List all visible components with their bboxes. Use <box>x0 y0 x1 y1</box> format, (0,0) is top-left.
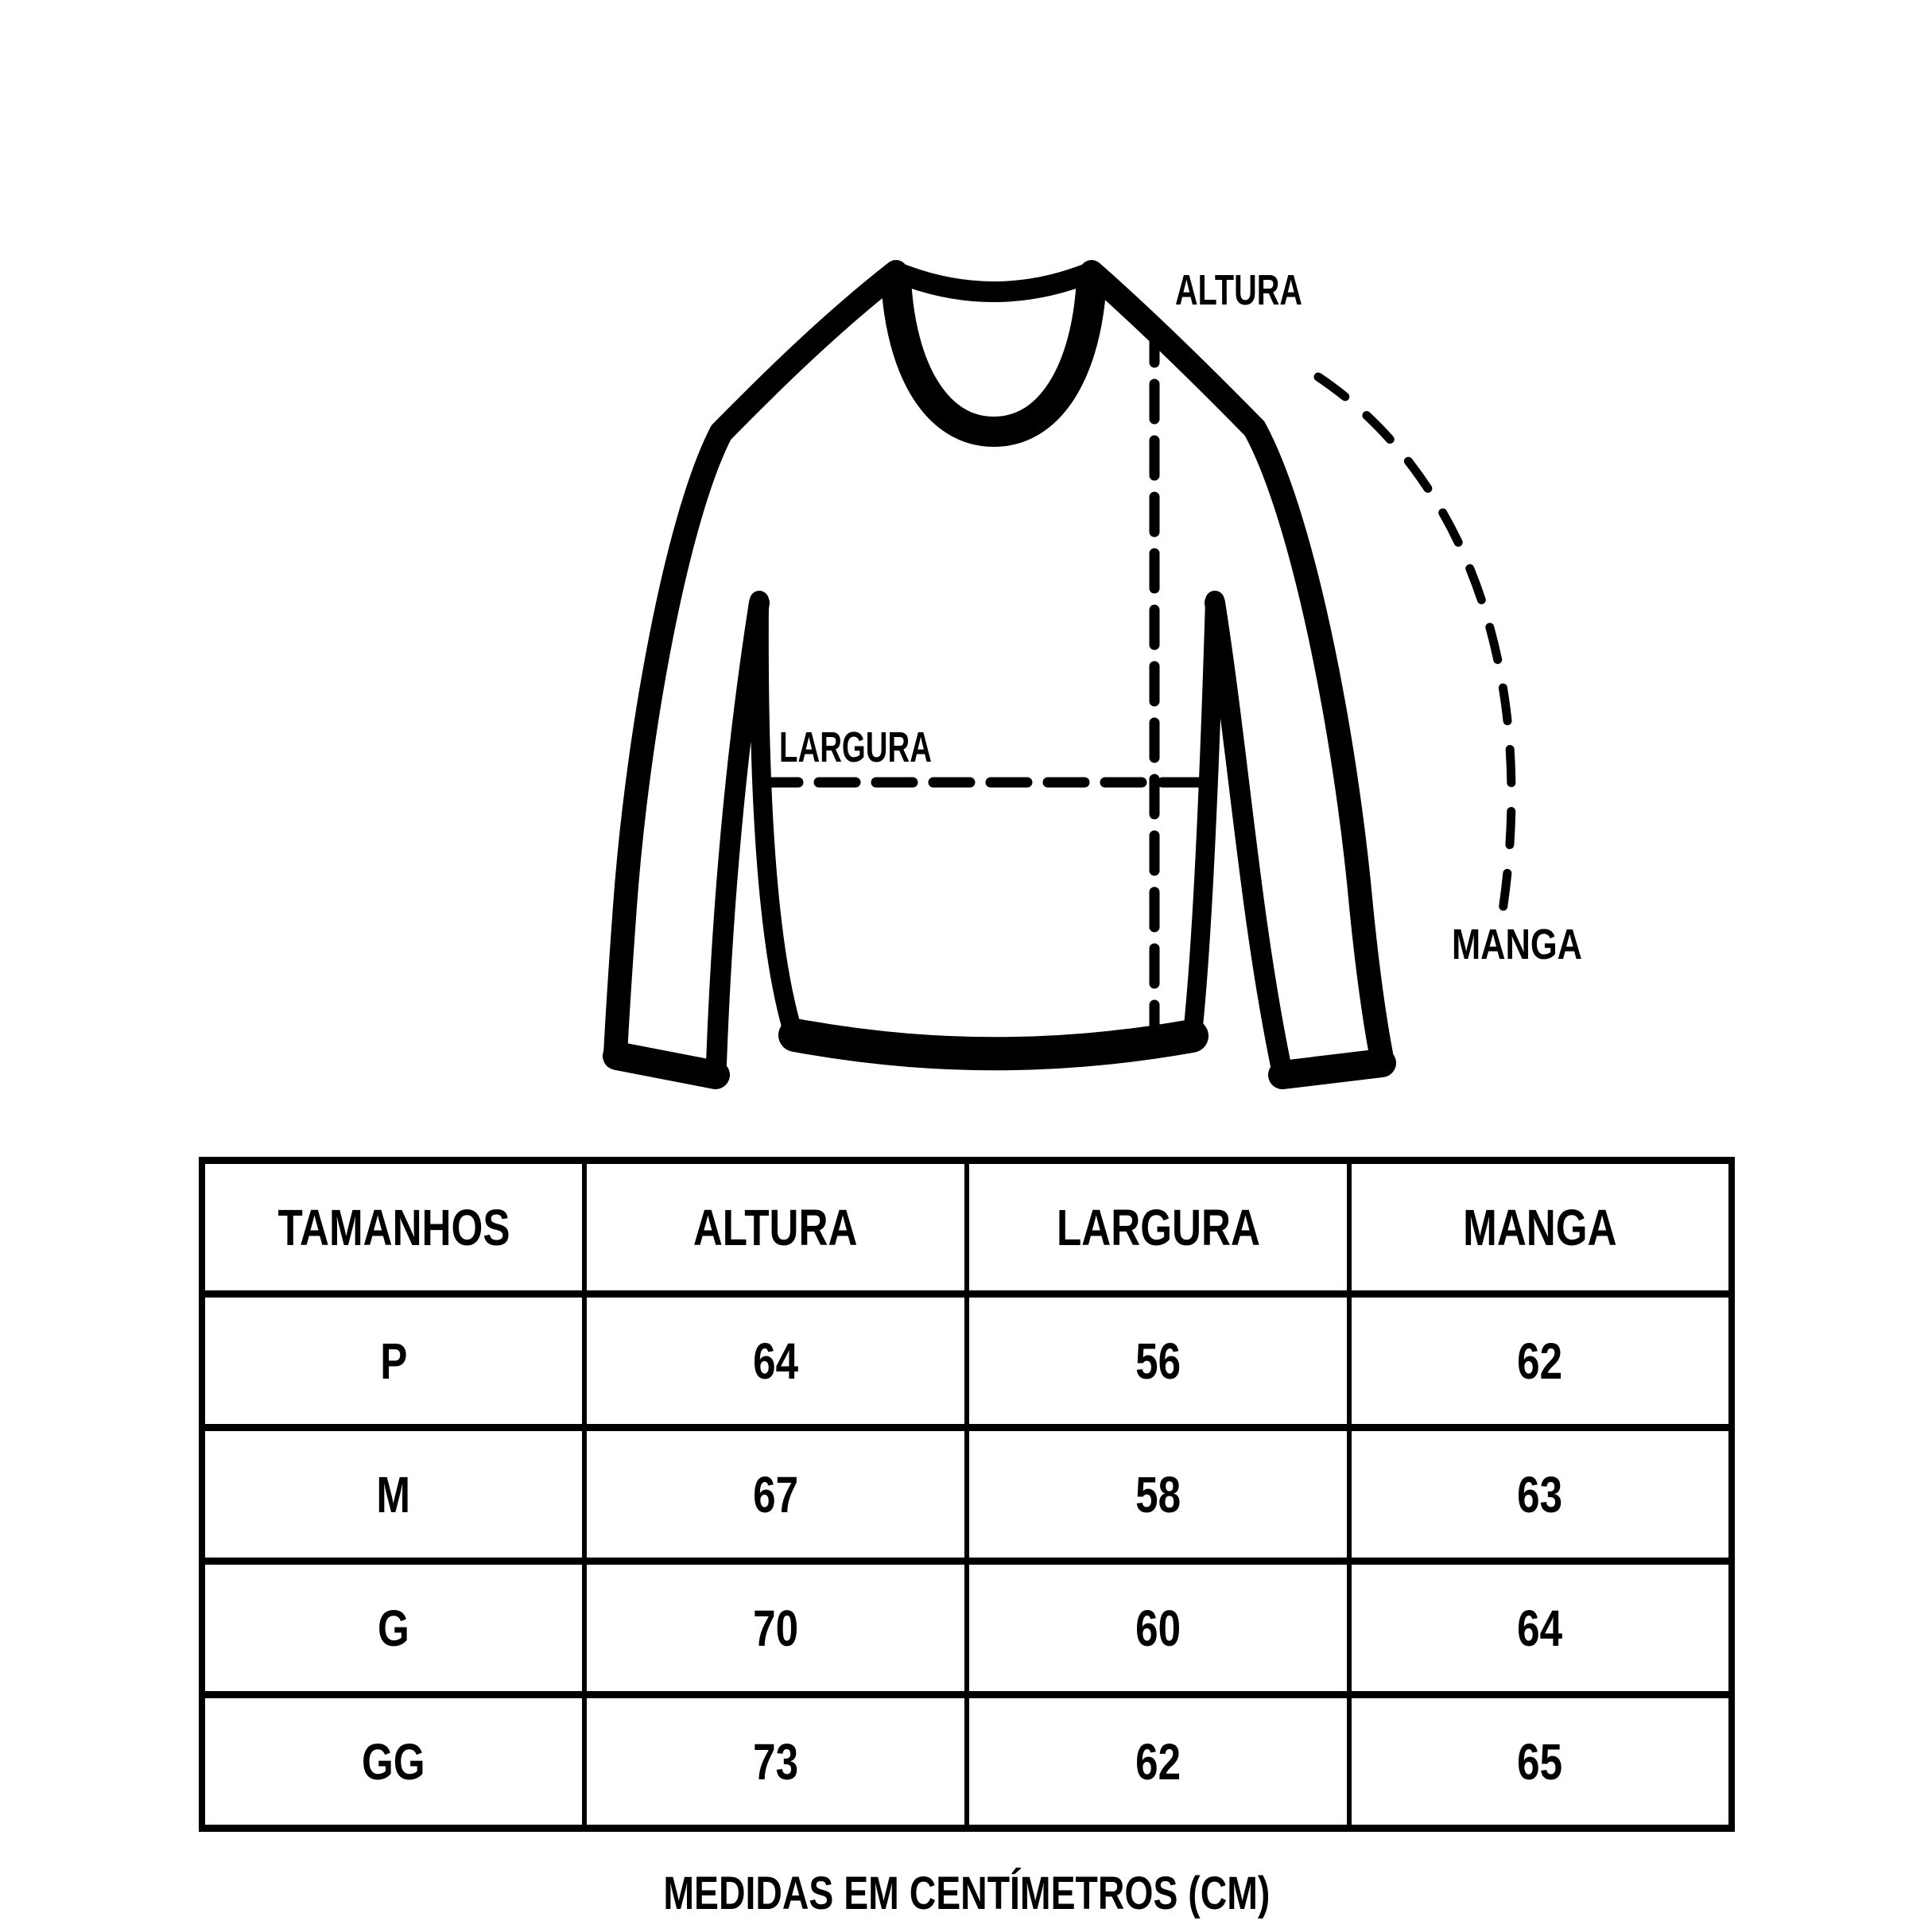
header-cell-tamanhos: TAMANHOS <box>200 1157 587 1298</box>
manga-cell: 62 <box>1347 1290 1734 1431</box>
largura-cell: 60 <box>964 1558 1352 1698</box>
units-note: MEDIDAS EM CENTÍMETROS (CM) <box>663 1868 1271 1919</box>
size-cell: G <box>200 1558 587 1698</box>
size-cell: P <box>200 1290 587 1431</box>
left-sleeve-outer-edge <box>603 421 733 1066</box>
table-row-gg: GG 73 62 65 <box>200 1691 1734 1832</box>
collar-neckline <box>881 265 1107 447</box>
sweatshirt-diagram: ALTURA LARGURA MANGA <box>603 260 1582 1089</box>
altura-label: ALTURA <box>1175 266 1302 314</box>
manga-cell: 64 <box>1347 1558 1734 1698</box>
body-left-edge <box>749 591 803 1043</box>
left-cuff <box>603 1042 730 1089</box>
left-shoulder-line <box>709 260 908 444</box>
size-table-container: TAMANHOS ALTURA LARGURA MANGA P 64 56 62… <box>199 1157 1735 1832</box>
right-sleeve-inner-edge <box>1205 592 1291 1076</box>
header-cell-altura: ALTURA <box>582 1157 969 1298</box>
manga-label: MANGA <box>1452 921 1582 968</box>
largura-label: LARGURA <box>779 724 932 771</box>
size-cell: M <box>200 1424 587 1565</box>
altura-cell: 67 <box>582 1424 969 1565</box>
table-row-m: M 67 58 63 <box>200 1424 1734 1565</box>
largura-cell: 56 <box>964 1290 1352 1431</box>
right-cuff <box>1268 1049 1396 1089</box>
right-shoulder-line <box>1080 260 1267 440</box>
largura-cell: 58 <box>964 1424 1352 1565</box>
header-cell-largura: LARGURA <box>964 1157 1352 1298</box>
manga-dashed-curve <box>1313 372 1516 925</box>
header-row: TAMANHOS ALTURA LARGURA MANGA <box>200 1157 1734 1298</box>
manga-cell: 65 <box>1347 1691 1734 1832</box>
size-cell: GG <box>200 1691 587 1832</box>
altura-cell: 73 <box>582 1691 969 1832</box>
size-table: TAMANHOS ALTURA LARGURA MANGA P 64 56 62… <box>199 1157 1735 1832</box>
largura-cell: 62 <box>964 1691 1352 1832</box>
table-row-g: G 70 60 64 <box>200 1558 1734 1698</box>
altura-cell: 64 <box>582 1290 969 1431</box>
body-right-edge <box>1183 591 1224 1043</box>
table-row-p: P 64 56 62 <box>200 1290 1734 1431</box>
right-sleeve-outer-edge <box>1243 417 1395 1074</box>
header-cell-manga: MANGA <box>1347 1157 1734 1298</box>
hem-band <box>778 1018 1208 1071</box>
collar-top-edge <box>886 262 1102 302</box>
altura-cell: 70 <box>582 1558 969 1698</box>
sweatshirt-svg: ALTURA LARGURA MANGA <box>603 260 1582 1089</box>
manga-cell: 63 <box>1347 1424 1734 1565</box>
